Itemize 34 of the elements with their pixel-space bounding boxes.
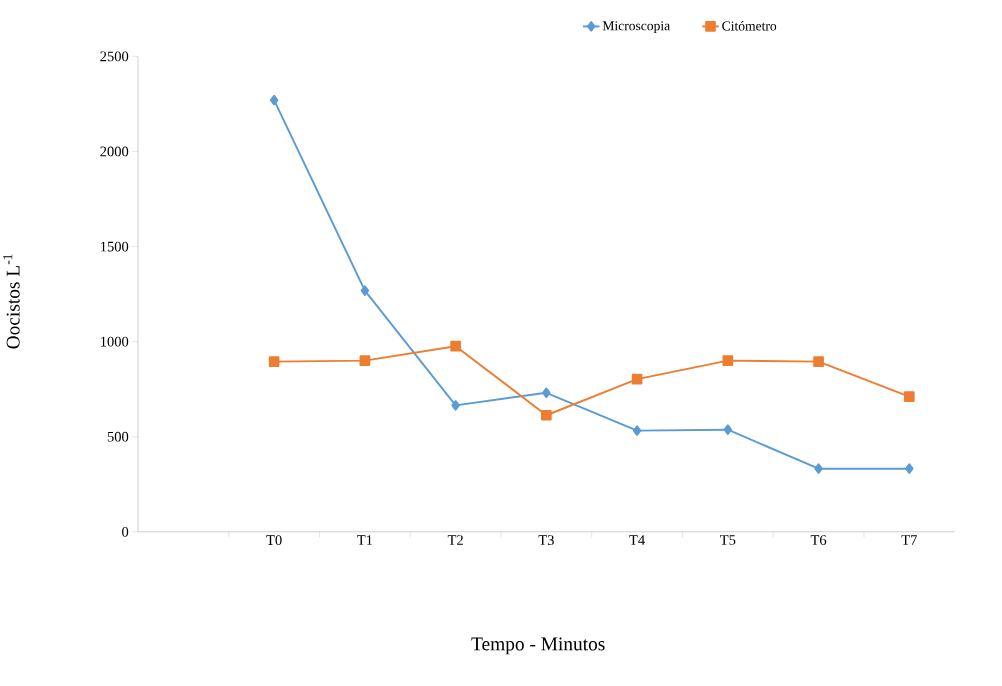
point [905, 463, 914, 474]
y-tick-label: 1000 [100, 336, 129, 347]
x-tick-label: T6 [810, 535, 827, 545]
point [723, 424, 733, 435]
point [541, 409, 552, 421]
point [813, 356, 824, 367]
point [359, 355, 371, 366]
legend-label: Citómetro [722, 20, 777, 31]
x-tick-label: T0 [266, 535, 282, 545]
point [722, 355, 734, 366]
point [542, 387, 551, 398]
x-tick-label: T3 [538, 535, 554, 545]
x-tick-label: T1 [357, 535, 373, 545]
x-tick-label: T5 [720, 535, 736, 545]
point [450, 340, 461, 352]
point [903, 391, 915, 402]
y-axis-title: Oocistos L$^{-1}$ [3, 254, 20, 349]
y-tick-label: 0 [122, 526, 129, 537]
point [268, 356, 280, 367]
x-tick-label: T4 [629, 535, 645, 545]
point [814, 463, 823, 474]
y-tick-label: 2500 [100, 51, 129, 62]
point [451, 399, 460, 411]
y-tick-label: 2000 [100, 146, 129, 157]
y-tick-label: 500 [107, 431, 129, 442]
point [360, 285, 370, 296]
point [632, 425, 642, 436]
y-tick-label: 1500 [100, 241, 129, 252]
x-tick-label: T2 [447, 535, 463, 545]
legend-label: Microscopia [602, 21, 670, 33]
x-tick-label: T7 [901, 535, 917, 545]
point [631, 373, 643, 385]
x-axis-title: Tempo - Minutos [471, 637, 605, 655]
point [269, 94, 279, 106]
